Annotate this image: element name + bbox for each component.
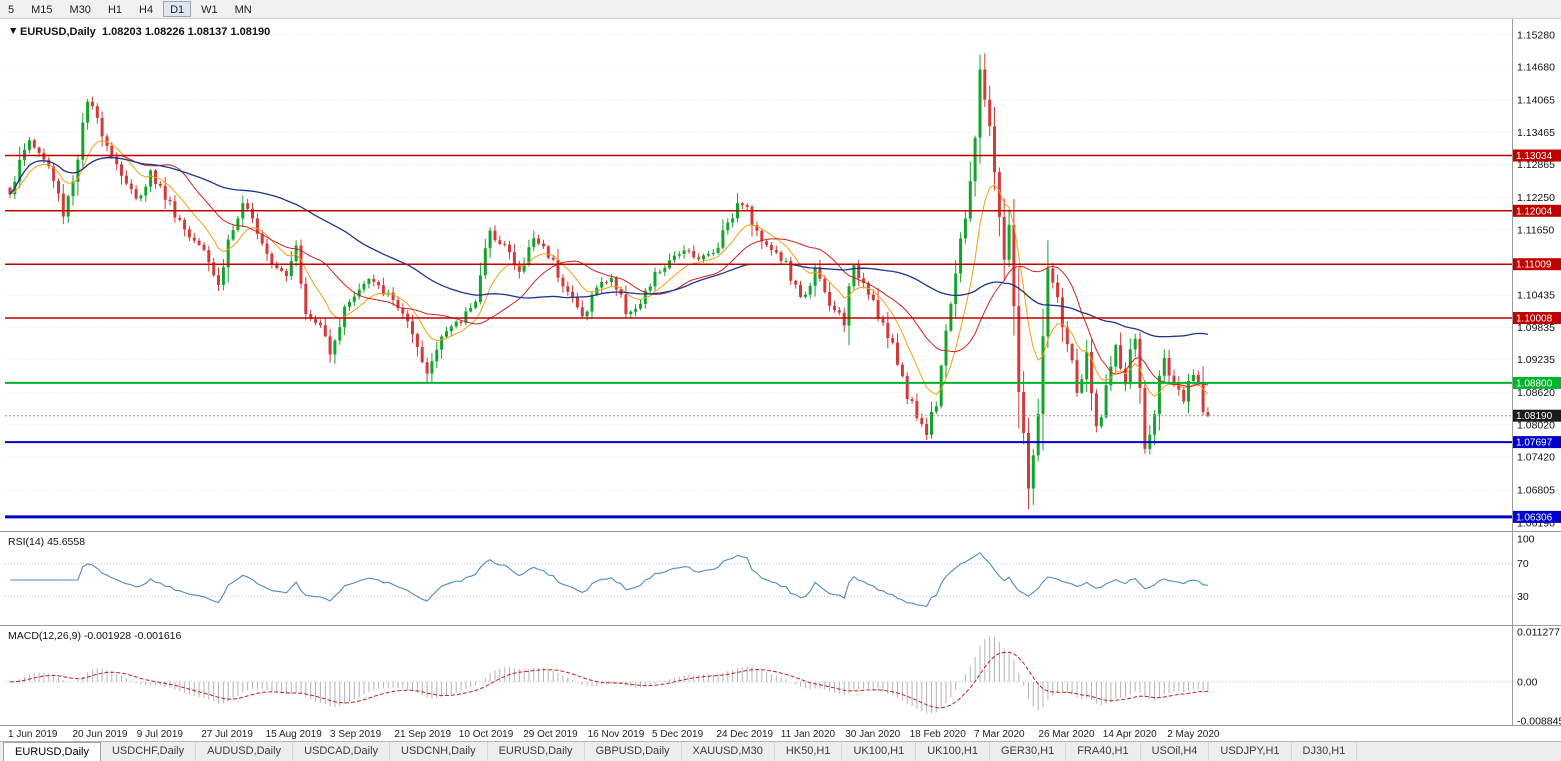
chart-tab-hk50-h1-8[interactable]: HK50,H1 <box>775 742 843 761</box>
collapse-arrow-icon[interactable]: ▼ <box>8 25 18 37</box>
svg-text:1.12004: 1.12004 <box>1516 206 1553 217</box>
timeframe-button-h1[interactable]: H1 <box>107 4 122 16</box>
chart-area[interactable]: 1.15280 1.14680 1.14065 1.13465 1.12865 1.122… <box>0 19 1561 741</box>
svg-text:1.07420: 1.07420 <box>1517 452 1555 464</box>
svg-text:24 Dec 2019: 24 Dec 2019 <box>716 729 773 740</box>
svg-text:27 Jul 2019: 27 Jul 2019 <box>201 729 253 740</box>
macd-indicator-label: MACD(12,26,9) -0.001928 -0.001616 <box>8 630 182 642</box>
chart-tab-usoil-h4-13[interactable]: USOil,H4 <box>1141 742 1210 761</box>
svg-text:10 Oct 2019: 10 Oct 2019 <box>459 729 514 740</box>
svg-text:11 Jan 2020: 11 Jan 2020 <box>781 729 836 740</box>
chart-ohlc-values: 1.08203 1.08226 1.08137 1.08190 <box>102 26 270 38</box>
svg-text:1.10008: 1.10008 <box>1516 314 1553 325</box>
svg-text:1.08020: 1.08020 <box>1517 419 1555 431</box>
timeframe-button-h4[interactable]: H4 <box>139 4 154 16</box>
timeframe-button-mn[interactable]: MN <box>234 4 252 16</box>
svg-text:1.06306: 1.06306 <box>1516 512 1553 523</box>
svg-text:70: 70 <box>1517 558 1529 570</box>
svg-text:3 Sep 2019: 3 Sep 2019 <box>330 729 382 740</box>
svg-text:1.14065: 1.14065 <box>1517 95 1555 107</box>
svg-text:15 Aug 2019: 15 Aug 2019 <box>266 729 323 740</box>
chart-canvas[interactable]: 1.15280 1.14680 1.14065 1.13465 1.12865 1.122… <box>0 19 1561 740</box>
svg-text:2 May 2020: 2 May 2020 <box>1167 729 1220 740</box>
svg-text:0.011277: 0.011277 <box>1517 627 1560 639</box>
timeframe-button-5[interactable]: 5 <box>8 4 15 16</box>
svg-text:30: 30 <box>1517 591 1529 603</box>
chart-tab-usdchf-daily-1[interactable]: USDCHF,Daily <box>101 742 197 761</box>
svg-text:7 Mar 2020: 7 Mar 2020 <box>974 729 1025 740</box>
svg-text:1.13034: 1.13034 <box>1516 151 1553 162</box>
svg-text:1.08800: 1.08800 <box>1516 378 1553 389</box>
svg-text:1.12865: 1.12865 <box>1517 159 1555 171</box>
chart-tab-fra40-h1-12[interactable]: FRA40,H1 <box>1066 742 1141 761</box>
chart-tab-gbpusd-daily-6[interactable]: GBPUSD,Daily <box>585 742 682 761</box>
svg-text:1.12250: 1.12250 <box>1517 192 1555 204</box>
svg-text:100: 100 <box>1517 534 1535 546</box>
svg-text:18 Feb 2020: 18 Feb 2020 <box>910 729 967 740</box>
chart-title: EURUSD,Daily <box>20 26 97 38</box>
chart-tab-ger30-h1-11[interactable]: GER30,H1 <box>990 742 1067 761</box>
svg-text:1.13465: 1.13465 <box>1517 127 1555 139</box>
chart-tab-dj30-h1-15[interactable]: DJ30,H1 <box>1292 742 1358 761</box>
chart-tab-usdjpy-h1-14[interactable]: USDJPY,H1 <box>1209 742 1292 761</box>
timeframe-toolbar: 5 M15 M30 H1 H4 D1 W1 MN <box>0 0 1561 19</box>
timeframe-button-m15[interactable]: M15 <box>31 4 53 16</box>
chart-tab-uk100-h1-9[interactable]: UK100,H1 <box>842 742 917 761</box>
chart-tab-xauusd-m30-7[interactable]: XAUUSD,M30 <box>682 742 775 761</box>
svg-text:1.08190: 1.08190 <box>1516 411 1553 422</box>
svg-text:14 Apr 2020: 14 Apr 2020 <box>1103 729 1157 740</box>
svg-text:20 Jun 2019: 20 Jun 2019 <box>72 729 127 740</box>
price-chart[interactable]: 1.15280 1.14680 1.14065 1.13465 1.12865 1.122… <box>0 19 1561 741</box>
svg-text:-0.008845: -0.008845 <box>1517 716 1561 728</box>
svg-text:16 Nov 2019: 16 Nov 2019 <box>588 729 645 740</box>
rsi-indicator-label: RSI(14) 45.6558 <box>8 536 85 548</box>
svg-text:1.08620: 1.08620 <box>1517 387 1555 399</box>
svg-text:1.11650: 1.11650 <box>1517 224 1554 236</box>
chart-tab-uk100-h1-10[interactable]: UK100,H1 <box>916 742 990 761</box>
svg-text:5 Dec 2019: 5 Dec 2019 <box>652 729 704 740</box>
svg-text:30 Jan 2020: 30 Jan 2020 <box>845 729 900 740</box>
svg-text:1.09835: 1.09835 <box>1517 322 1555 334</box>
chart-tab-bar: EURUSD,Daily USDCHF,Daily AUDUSD,Daily USDC… <box>0 741 1561 761</box>
timeframe-button-w1[interactable]: W1 <box>201 4 218 16</box>
chart-tab-audusd-daily-2[interactable]: AUDUSD,Daily <box>196 742 294 761</box>
chart-tab-eurusd-daily-5[interactable]: EURUSD,Daily <box>488 742 585 761</box>
chart-tab-usdcnh-daily-4[interactable]: USDCNH,Daily <box>390 742 488 761</box>
svg-text:26 Mar 2020: 26 Mar 2020 <box>1038 729 1095 740</box>
svg-text:9 Jul 2019: 9 Jul 2019 <box>137 729 184 740</box>
svg-text:1.07697: 1.07697 <box>1516 438 1553 449</box>
chart-tab-eurusd-daily-0[interactable]: EURUSD,Daily <box>3 742 101 761</box>
chart-tab-usdcad-daily-3[interactable]: USDCAD,Daily <box>293 742 391 761</box>
svg-text:1.09235: 1.09235 <box>1517 354 1555 366</box>
timeframe-button-m30[interactable]: M30 <box>69 4 91 16</box>
svg-text:1.11009: 1.11009 <box>1516 260 1552 271</box>
svg-text:1.06805: 1.06805 <box>1517 485 1555 497</box>
svg-text:1 Jun 2019: 1 Jun 2019 <box>8 729 58 740</box>
svg-text:1.14680: 1.14680 <box>1517 62 1555 74</box>
timeframe-button-d1[interactable]: D1 <box>163 1 192 17</box>
svg-text:1.10435: 1.10435 <box>1517 290 1555 302</box>
svg-text:1.15280: 1.15280 <box>1517 29 1555 41</box>
svg-text:29 Oct 2019: 29 Oct 2019 <box>523 729 578 740</box>
svg-text:0.00: 0.00 <box>1517 676 1538 688</box>
svg-text:21 Sep 2019: 21 Sep 2019 <box>394 729 451 740</box>
